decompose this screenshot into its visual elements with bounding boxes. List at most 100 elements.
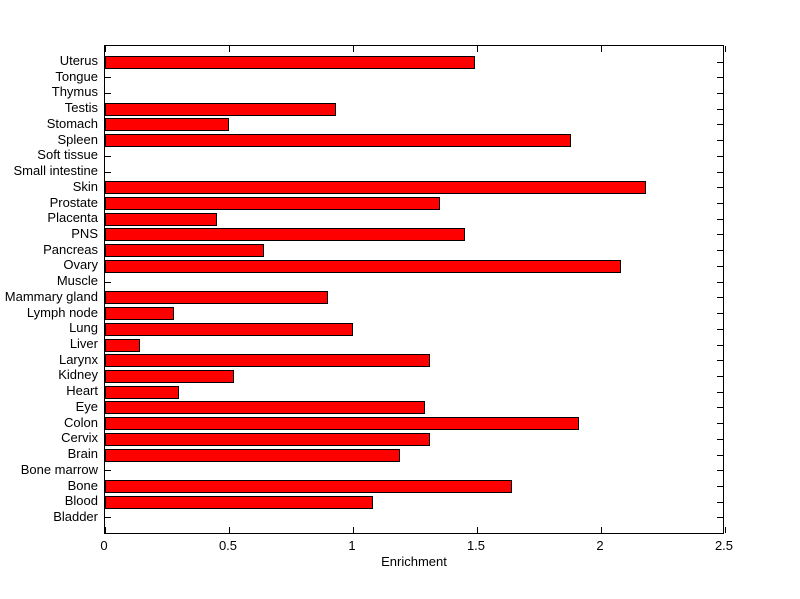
bar-pancreas	[105, 244, 264, 258]
bar-mammary-gland	[105, 291, 329, 305]
x-tick-label: 0	[100, 538, 108, 553]
x-axis-label: Enrichment	[381, 554, 447, 569]
y-tick	[717, 61, 723, 63]
y-tick	[105, 171, 111, 173]
y-tick	[717, 407, 723, 409]
category-label: Cervix	[61, 430, 98, 446]
bar-eye	[105, 401, 425, 415]
category-label: Ovary	[63, 257, 98, 273]
x-tick	[476, 46, 478, 52]
y-tick	[717, 470, 723, 472]
bar-brain	[105, 448, 401, 462]
category-label: Eye	[75, 398, 98, 414]
category-label: Lymph node	[26, 304, 98, 320]
y-tick	[717, 77, 723, 79]
bar-blood	[105, 495, 373, 509]
bar-heart	[105, 385, 180, 399]
x-tick	[724, 527, 726, 533]
category-label: Heart	[66, 383, 98, 399]
y-tick	[717, 297, 723, 299]
y-tick	[717, 92, 723, 94]
y-tick	[717, 203, 723, 205]
y-tick	[105, 77, 111, 79]
bar-cervix	[105, 432, 430, 446]
x-tick	[600, 527, 602, 533]
category-label: Liver	[69, 336, 98, 352]
category-label: Bone marrow	[20, 461, 98, 477]
y-tick	[717, 438, 723, 440]
bar-kidney	[105, 369, 234, 383]
y-tick	[717, 360, 723, 362]
category-label: Bladder	[53, 508, 98, 524]
category-label: Thymus	[51, 84, 98, 100]
y-tick	[717, 218, 723, 220]
category-label: Colon	[64, 414, 98, 430]
y-tick	[717, 281, 723, 283]
x-tick	[228, 46, 230, 52]
category-label: Small intestine	[13, 163, 98, 179]
x-tick-label: 2.5	[714, 538, 734, 553]
bar-prostate	[105, 197, 440, 211]
category-label: Muscle	[56, 273, 98, 289]
x-tick-label: 2	[596, 538, 604, 553]
category-label: Uterus	[59, 53, 98, 68]
bar-testis	[105, 102, 336, 116]
y-tick	[717, 124, 723, 126]
y-tick	[105, 517, 111, 519]
bar-larynx	[105, 354, 430, 368]
x-tick	[476, 527, 478, 533]
category-label: Testis	[64, 100, 98, 116]
bar-uterus	[105, 55, 475, 69]
y-tick	[717, 454, 723, 456]
bar-liver	[105, 338, 140, 352]
category-label: Skin	[72, 178, 98, 194]
y-tick	[717, 517, 723, 519]
y-tick	[105, 281, 111, 283]
y-tick	[717, 234, 723, 236]
y-tick	[717, 155, 723, 157]
x-tick	[724, 46, 726, 52]
category-label: Mammary gland	[4, 288, 98, 304]
y-tick	[717, 313, 723, 315]
y-tick	[105, 155, 111, 157]
category-label: Stomach	[46, 115, 98, 131]
x-tick	[104, 46, 106, 52]
bar-skin	[105, 181, 646, 195]
x-tick	[600, 46, 602, 52]
y-tick	[717, 187, 723, 189]
y-tick	[717, 250, 723, 252]
x-tick	[352, 527, 354, 533]
x-tick-label: 0.5	[218, 538, 238, 553]
y-tick	[717, 423, 723, 425]
category-label: Prostate	[49, 194, 98, 210]
plot-area	[104, 45, 726, 534]
category-label: Tongue	[55, 68, 98, 84]
y-tick	[717, 328, 723, 330]
category-label: Lung	[69, 320, 98, 336]
bar-lymph-node	[105, 307, 175, 321]
y-tick	[717, 391, 723, 393]
y-tick	[105, 470, 111, 472]
category-label: Pancreas	[43, 241, 98, 257]
bar-bone	[105, 480, 512, 494]
y-tick	[717, 140, 723, 142]
bar-placenta	[105, 212, 217, 226]
y-tick	[717, 344, 723, 346]
bar-lung	[105, 322, 353, 336]
x-tick	[352, 46, 354, 52]
category-label: PNS	[71, 225, 98, 241]
x-tick-label: 1	[348, 538, 356, 553]
bar-stomach	[105, 118, 229, 132]
category-label: Spleen	[57, 131, 98, 147]
category-label: Larynx	[58, 351, 98, 367]
y-tick	[717, 486, 723, 488]
bar-colon	[105, 417, 579, 431]
x-tick	[104, 527, 106, 533]
bar-pns	[105, 228, 465, 242]
category-label: Placenta	[47, 210, 98, 226]
x-tick-label: 1.5	[466, 538, 486, 553]
category-label: Bone	[67, 477, 98, 493]
y-tick	[717, 375, 723, 377]
y-tick	[105, 92, 111, 94]
